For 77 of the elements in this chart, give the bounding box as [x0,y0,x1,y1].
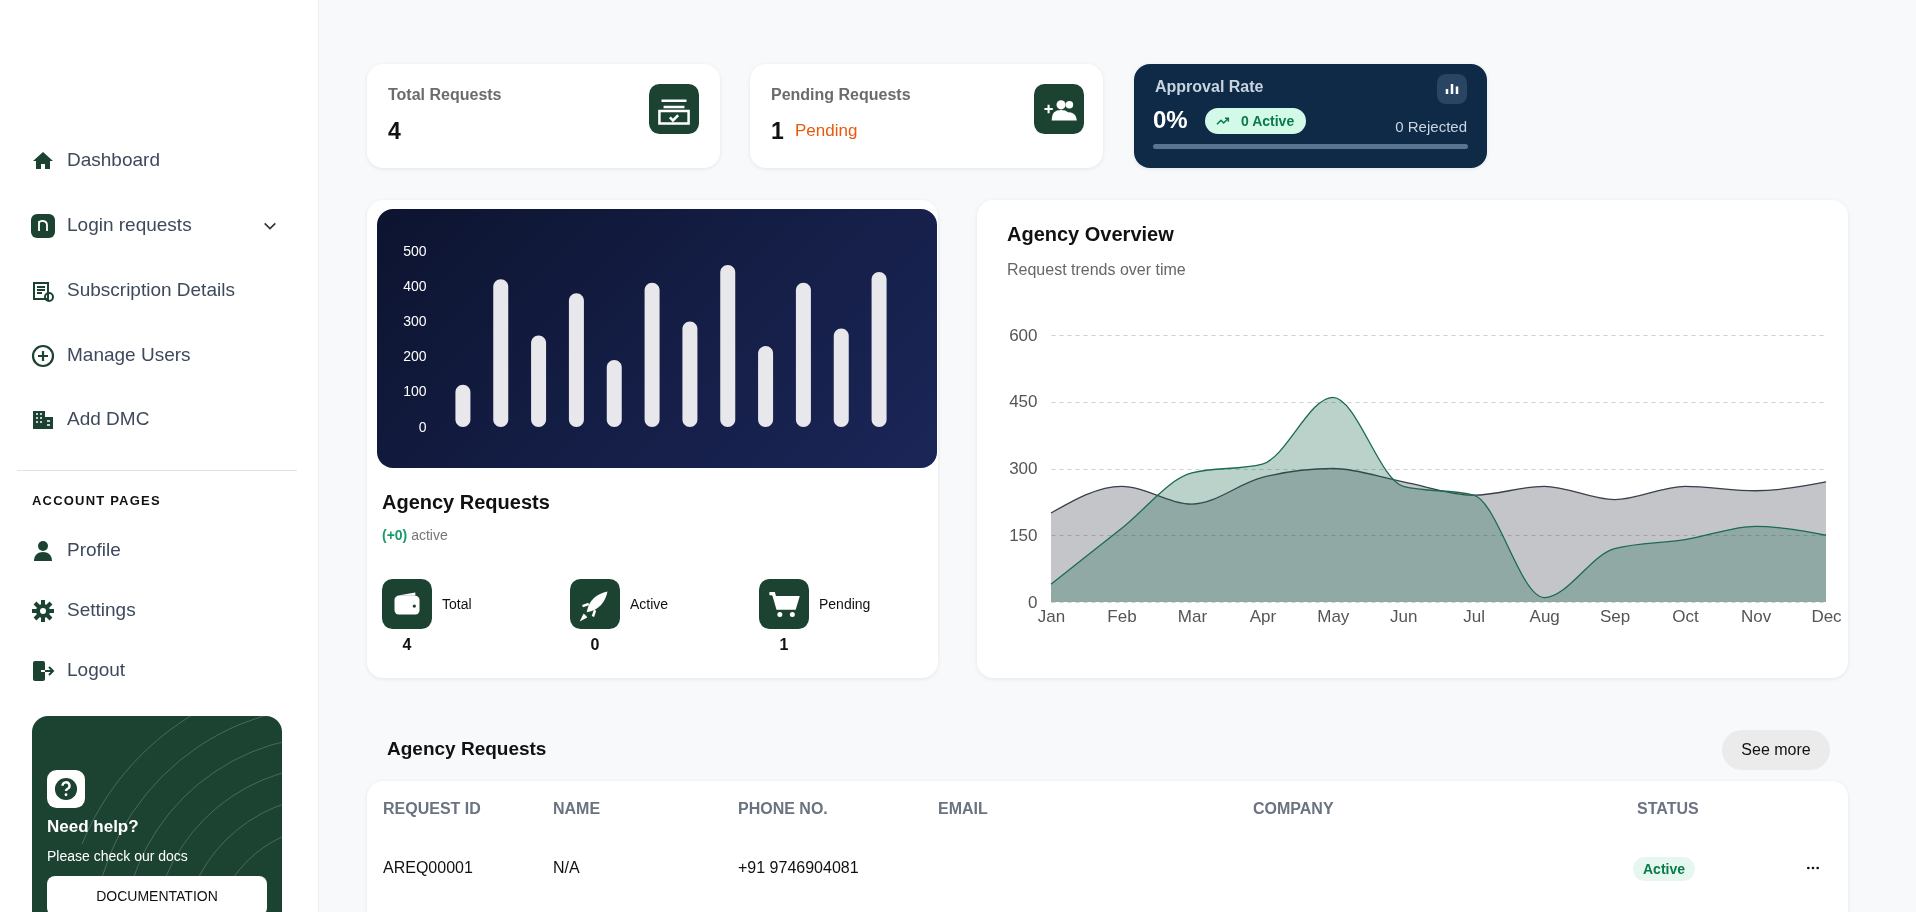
text: EMAIL [938,800,988,818]
y-tick-label: 150 [1009,525,1038,545]
text: Active [1633,857,1696,881]
text: 4 [388,118,401,145]
text: Pending Requests [771,86,911,104]
x-tick-label: Jul [1463,606,1486,626]
text: Subscription Details [67,279,235,301]
y-tick-label: 0 [1028,592,1038,612]
text: Profile [67,539,121,561]
x-tick-label: Jan [1037,606,1066,626]
text: Manage Users [67,344,191,366]
y-tick-label: 600 [1009,325,1038,345]
y-tick-label: 400 [403,277,427,294]
text: (+0) active [382,527,448,543]
text: 0 Rejected [1394,118,1467,135]
bar [795,282,811,427]
text: STATUS [1637,800,1699,818]
text: Agency Requests [387,738,547,760]
text: ACCOUNT PAGES [32,493,161,508]
y-tick-label: 0 [418,418,427,435]
y-tick-label: 300 [403,312,427,329]
x-tick-label: Oct [1672,606,1700,626]
chart-title: Agency Overview [1007,223,1174,246]
text: 1 [771,118,784,145]
text: Dashboard [67,149,160,171]
text: Please check our docs [47,848,188,864]
text: Pending [795,121,858,141]
bar [606,360,622,427]
text: 0 [589,636,601,654]
text: PHONE NO. [738,800,828,818]
bar [531,335,547,427]
bar [682,321,698,427]
bar [758,346,774,427]
text: N/A [553,859,580,877]
bar [493,279,509,427]
bar [644,282,660,427]
text: NAME [553,800,601,818]
text: Need help? [47,817,139,837]
y-tick-label: 100 [403,383,427,400]
text: Add DMC [67,408,150,430]
text: Settings [67,599,136,621]
text: 4 [401,636,413,654]
x-tick-label: Aug [1529,606,1560,626]
text: 1 [778,636,790,654]
text: AREQ00001 [383,859,473,877]
x-tick-label: Dec [1811,606,1843,626]
x-tick-label: Feb [1107,606,1137,626]
y-tick-label: 450 [1009,392,1038,412]
text: Agency Requests [382,491,550,514]
x-tick-label: Apr [1249,606,1277,626]
text: Total Requests [388,86,502,104]
chart-subtitle: Request trends over time [1007,261,1186,279]
x-tick-label: Mar [1177,606,1208,626]
x-tick-label: Nov [1740,606,1772,626]
text: Login requests [67,214,192,236]
y-tick-label: 300 [1009,459,1038,478]
y-tick-label: 500 [403,242,427,259]
text: 0 Active [1205,108,1307,134]
text: Total [442,596,472,612]
text: 0% [1153,106,1188,134]
text: Pending [819,596,871,612]
text: Logout [67,659,126,681]
x-tick-label: May [1317,606,1350,626]
bar [720,265,736,427]
text: REQUEST ID [383,800,481,818]
text: COMPANY [1253,800,1334,818]
text: DOCUMENTATION [47,876,267,912]
y-tick-label: 200 [403,348,427,365]
x-tick-label: Jun [1390,606,1418,626]
text: Approval Rate [1155,78,1264,96]
bar [833,328,849,427]
text: See more [1722,730,1830,770]
text: +91 9746904081 [738,859,859,877]
bar [871,272,887,427]
x-tick-label: Sep [1600,606,1631,626]
bar [568,293,584,427]
text: Active [630,596,669,612]
